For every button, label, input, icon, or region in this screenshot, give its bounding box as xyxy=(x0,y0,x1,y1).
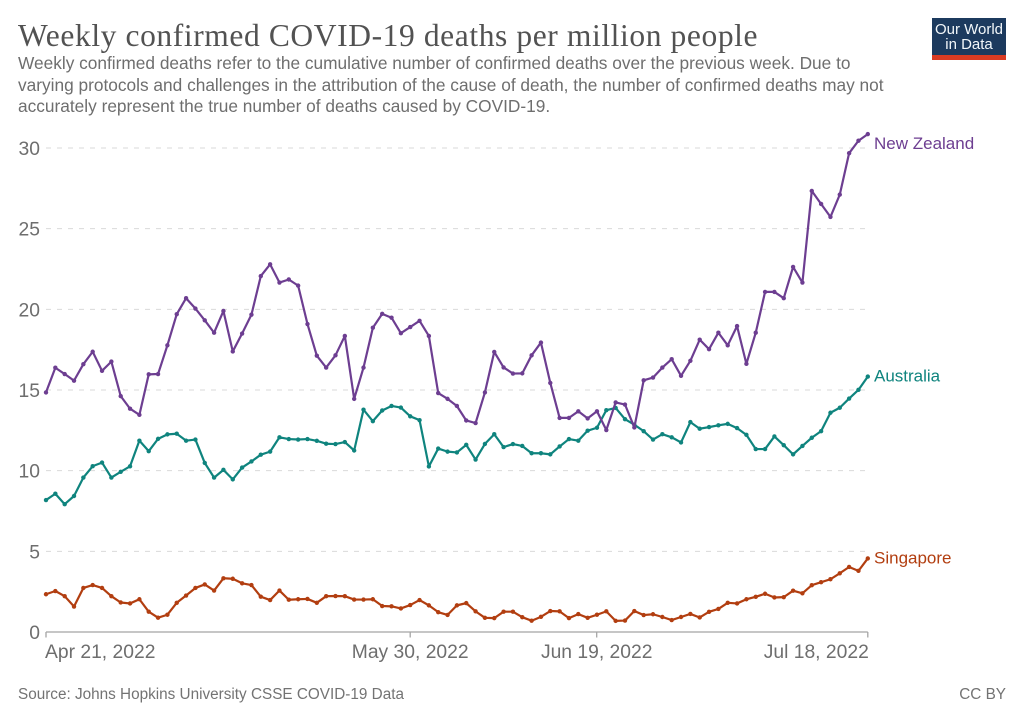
svg-text:10: 10 xyxy=(19,462,40,483)
svg-text:Jun 19, 2022: Jun 19, 2022 xyxy=(541,642,653,663)
svg-text:Australia: Australia xyxy=(874,367,941,386)
svg-text:15: 15 xyxy=(19,381,40,402)
svg-text:5: 5 xyxy=(29,542,40,563)
svg-text:25: 25 xyxy=(19,220,40,241)
svg-text:Apr 21, 2022: Apr 21, 2022 xyxy=(45,642,155,663)
svg-text:May 30, 2022: May 30, 2022 xyxy=(352,642,469,663)
svg-text:20: 20 xyxy=(19,300,40,321)
svg-text:0: 0 xyxy=(29,623,40,644)
svg-text:Jul 18, 2022: Jul 18, 2022 xyxy=(764,642,869,663)
svg-text:30: 30 xyxy=(19,139,40,160)
svg-text:New Zealand: New Zealand xyxy=(874,134,974,153)
svg-text:Singapore: Singapore xyxy=(874,549,952,568)
